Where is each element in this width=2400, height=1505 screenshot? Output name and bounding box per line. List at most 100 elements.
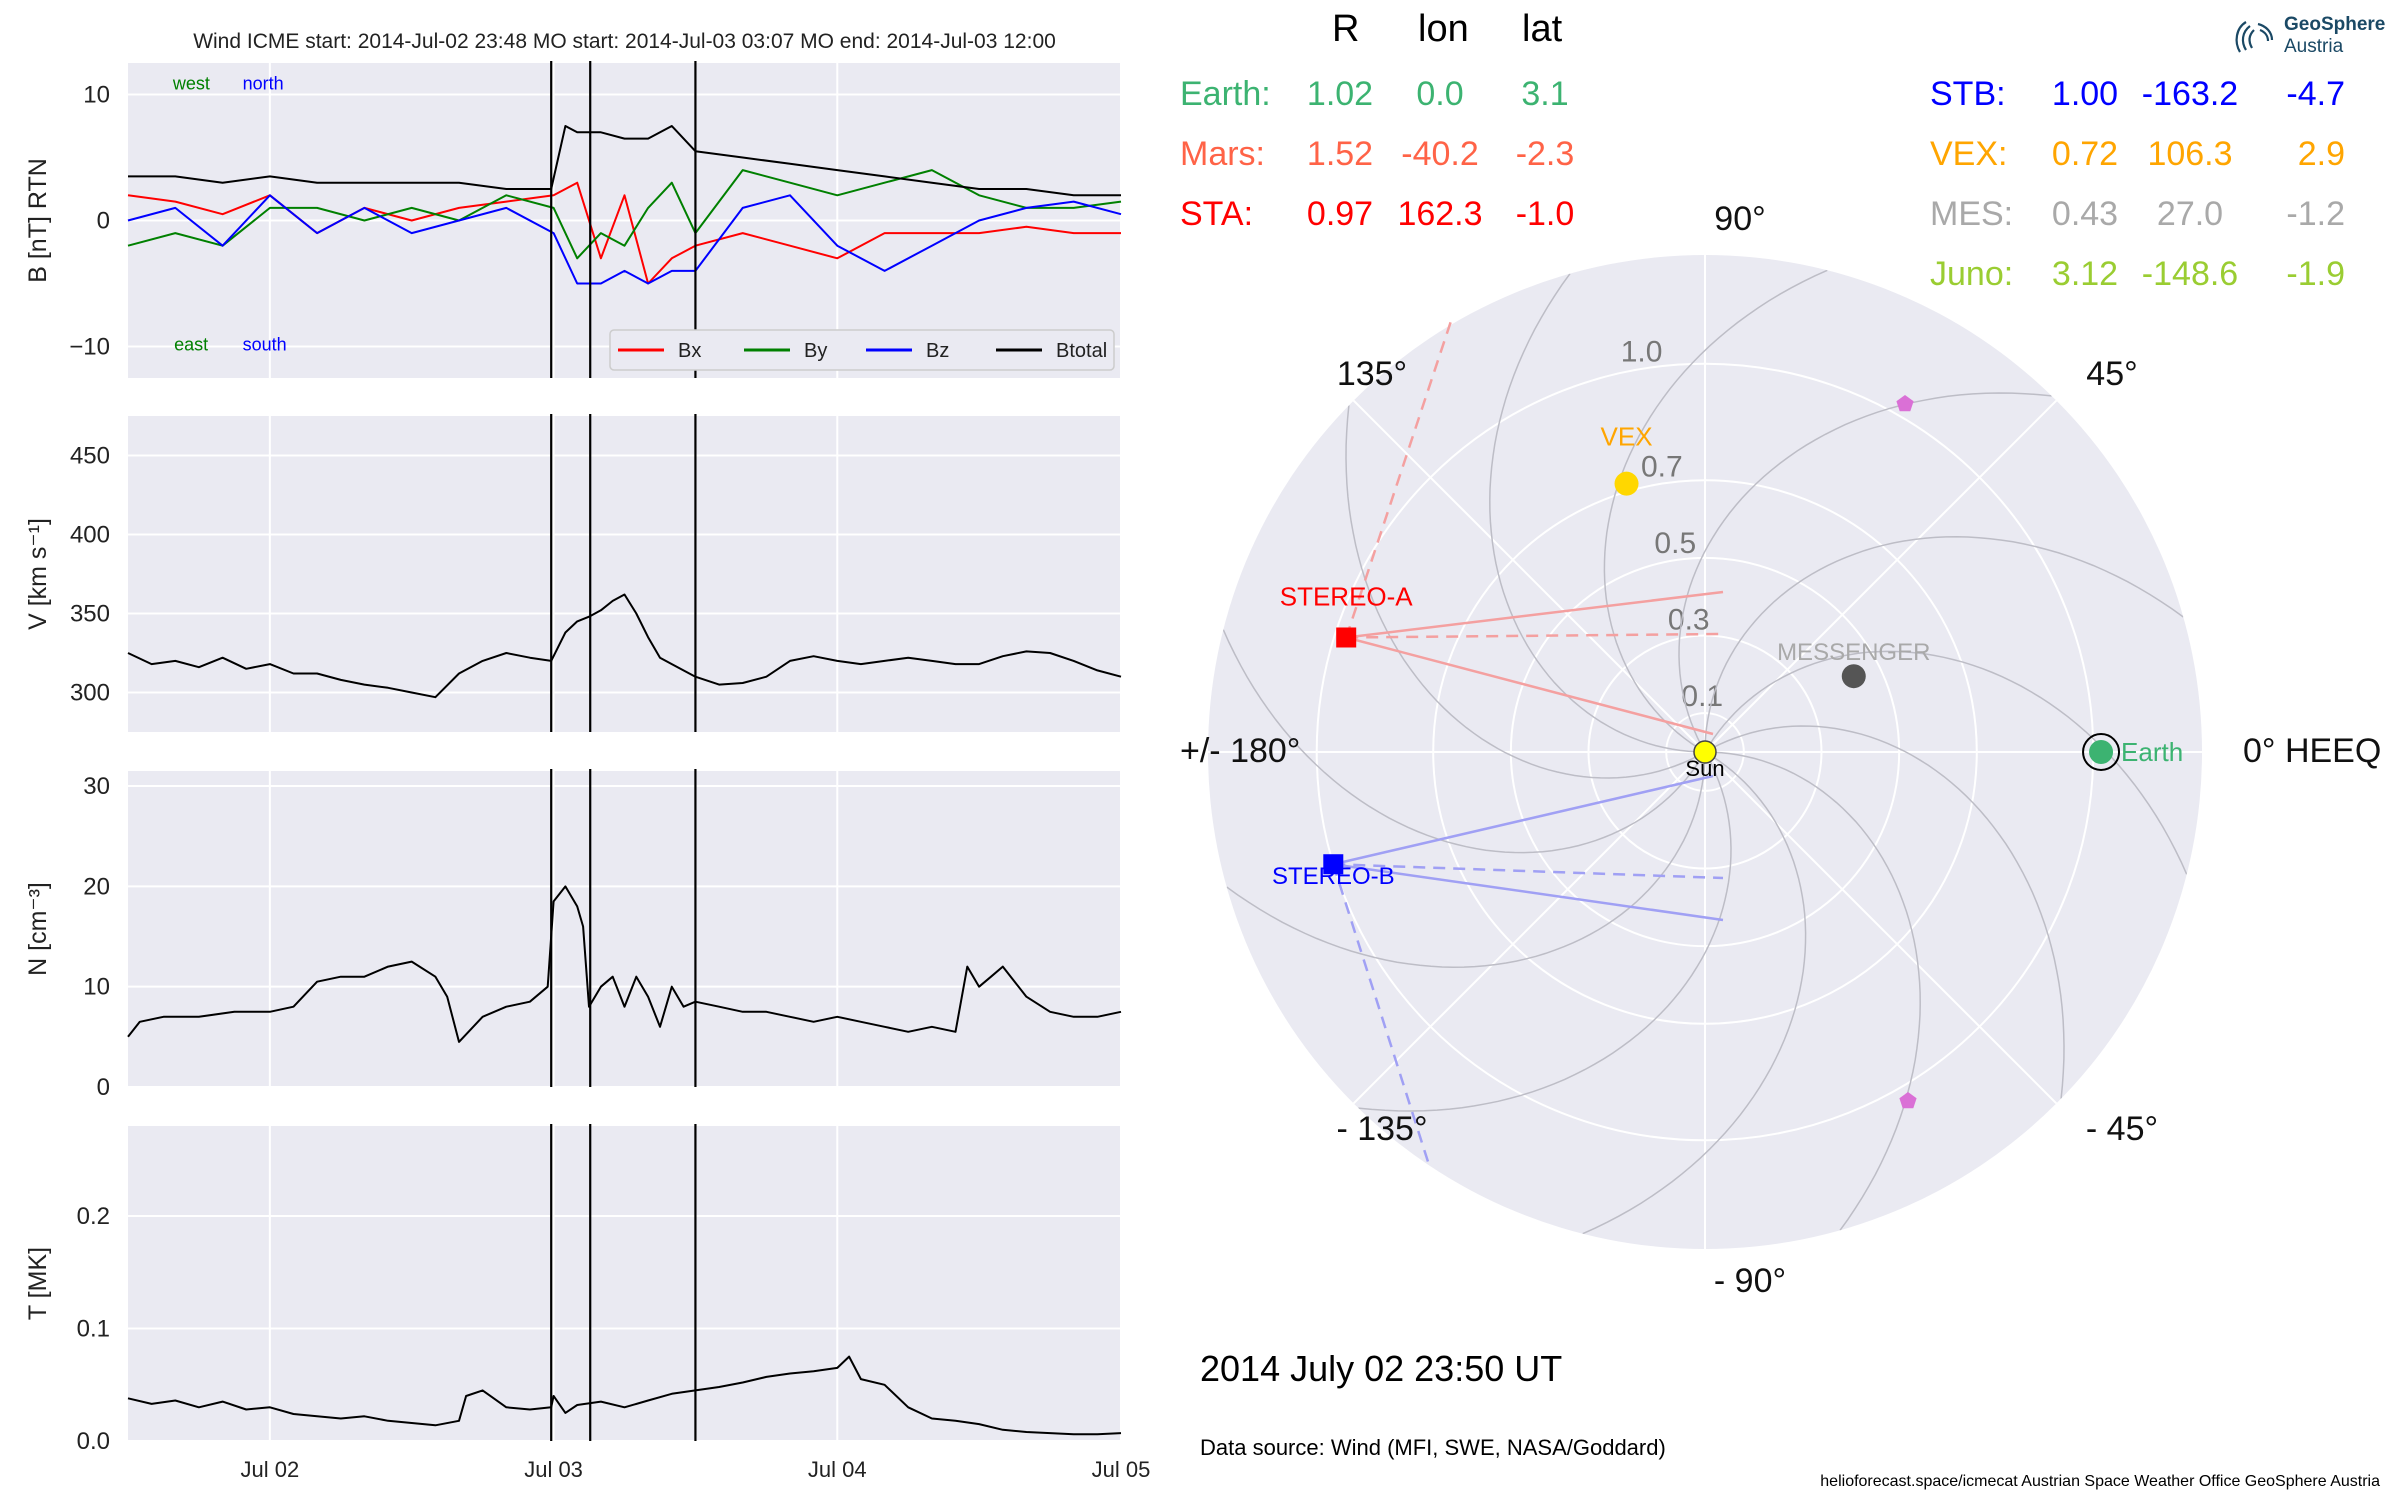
series-line-data <box>127 593 1122 699</box>
spiral-line <box>1358 751 1732 1112</box>
row-r: 1.52 <box>1307 135 1373 173</box>
ring-label: 0.5 <box>1654 527 1696 560</box>
legend-box <box>609 329 1115 371</box>
plot-background <box>128 1126 1121 1441</box>
spiral-line <box>1704 536 2184 753</box>
y-axis-label: N [cm⁻³] <box>24 882 52 976</box>
y-axis-label: V [km s⁻¹] <box>24 518 52 630</box>
stb-fov-line <box>1333 862 1724 922</box>
annotation-west: west <box>172 73 210 93</box>
y-tick-label: 450 <box>70 443 110 470</box>
angle-label: 45° <box>2086 355 2137 393</box>
body-sun-marker <box>1693 740 1717 764</box>
geosphere-logo: GeoSphere Austria <box>2232 12 2392 62</box>
sta-fov-dashed <box>1345 317 1454 638</box>
body-stereo-b-label: STEREO-B <box>1272 863 1395 890</box>
row-lon: -148.6 <box>2142 255 2238 293</box>
y-axis-label: B [nT] RTN <box>24 158 52 283</box>
spiral-line <box>1489 273 1706 753</box>
y-tick-label: 0.1 <box>77 1316 110 1343</box>
logo-line1: GeoSphere <box>2284 14 2386 35</box>
body-earth-label: Earth <box>2121 737 2183 767</box>
y-tick-label: 0.0 <box>77 1428 110 1455</box>
stb-fov-dashed <box>1333 862 1724 880</box>
body-vex-label: VEX <box>1601 422 1653 452</box>
body-stereo-b-marker <box>1323 854 1344 875</box>
y-tick-label: 10 <box>83 82 110 109</box>
spiral-line <box>1345 405 1706 779</box>
legend-label-bx: Bx <box>678 340 701 362</box>
angle-label: 135° <box>1337 355 1407 393</box>
body-stereo-a-marker <box>1336 627 1357 648</box>
y-tick-label: 0.2 <box>77 1203 110 1230</box>
angle-label: - 135° <box>1336 1110 1427 1148</box>
polar-ring <box>1432 479 1978 1025</box>
row-name: Mars: <box>1180 135 1265 173</box>
row-lon: -40.2 <box>1401 135 1479 173</box>
y-tick-label: −10 <box>69 334 110 361</box>
legend: Bx By Bz Btotal <box>609 329 1115 371</box>
spiral-line <box>1704 751 1921 1231</box>
legend-label-by: By <box>804 340 827 362</box>
sta-fov-dashed <box>1346 632 1724 639</box>
polar-spoke <box>1352 399 1706 753</box>
body-vex-marker <box>1614 471 1639 496</box>
row-lat: -2.3 <box>1516 135 1575 173</box>
x-tick-label: Jul 04 <box>808 1457 867 1482</box>
table-header-lon: lon <box>1418 8 1469 50</box>
row-r: 0.72 <box>2052 135 2118 173</box>
row-name: STB: <box>1930 75 2006 113</box>
panel-2: 450 400 350 300 V [km s⁻¹] <box>24 414 1122 732</box>
row-lat: -4.7 <box>2286 75 2345 113</box>
row-lat: 3.1 <box>1521 75 1568 113</box>
row-name: VEX: <box>1930 135 2007 173</box>
data-source: Data source: Wind (MFI, SWE, NASA/Goddar… <box>1200 1435 1666 1460</box>
sta-fov-line <box>1345 636 1714 736</box>
row-lon: 27.0 <box>2157 195 2223 233</box>
table-header-lat: lat <box>1522 8 1563 50</box>
row-r: 0.43 <box>2052 195 2118 233</box>
panel-3: 30 20 10 0 N [cm⁻³] <box>24 769 1122 1101</box>
polar-spoke <box>1704 751 2058 1105</box>
y-tick-label: 20 <box>83 873 110 900</box>
angle-label: 0° HEEQ <box>2243 732 2381 770</box>
spiral-line <box>1603 269 1828 753</box>
spiral-line <box>1582 751 1807 1235</box>
panel-title: Wind ICME start: 2014-Jul-02 23:48 MO st… <box>193 30 1056 53</box>
row-name: Earth: <box>1180 75 1271 113</box>
polar-spoke <box>1352 751 1706 1105</box>
body-messenger-label: MESSENGER <box>1777 639 1930 666</box>
x-tick-label: Jul 02 <box>240 1457 299 1482</box>
spiral-line <box>1222 629 1706 854</box>
stb-fov-dashed <box>1332 863 1432 1169</box>
series-line-by <box>127 169 1122 260</box>
polar-ring <box>1587 634 1823 870</box>
series-line-data <box>127 1355 1122 1436</box>
y-tick-label: 400 <box>70 522 110 549</box>
body-messenger-marker <box>1841 664 1866 689</box>
stereo-fov <box>1332 317 1724 1169</box>
row-lon: 0.0 <box>1416 75 1463 113</box>
row-lat: -1.0 <box>1516 195 1575 233</box>
ring-label: 0.3 <box>1668 603 1710 636</box>
ring-label: 1.0 <box>1621 336 1663 369</box>
row-r: 3.12 <box>2052 255 2118 293</box>
ring-label: 0.7 <box>1641 450 1683 483</box>
date-label: 2014 July 02 23:50 UT <box>1200 1348 1563 1389</box>
annotation-east: east <box>174 334 208 354</box>
polar-ring <box>1665 712 1745 792</box>
annotation-north: north <box>243 73 284 93</box>
angle-label: 90° <box>1714 200 1765 238</box>
y-tick-label: 0 <box>97 208 110 235</box>
series-line-btotal <box>128 125 1121 197</box>
row-lat: -1.9 <box>2286 255 2345 293</box>
spiral-line <box>1226 751 1706 968</box>
angle-label: - 90° <box>1714 1262 1786 1300</box>
y-tick-label: 30 <box>83 773 110 800</box>
polar-spoke <box>1704 399 2058 753</box>
y-axis-label: T [MK] <box>24 1247 52 1320</box>
body-mars-neg-marker <box>1899 1092 1917 1109</box>
spiral-line <box>1678 392 2052 753</box>
